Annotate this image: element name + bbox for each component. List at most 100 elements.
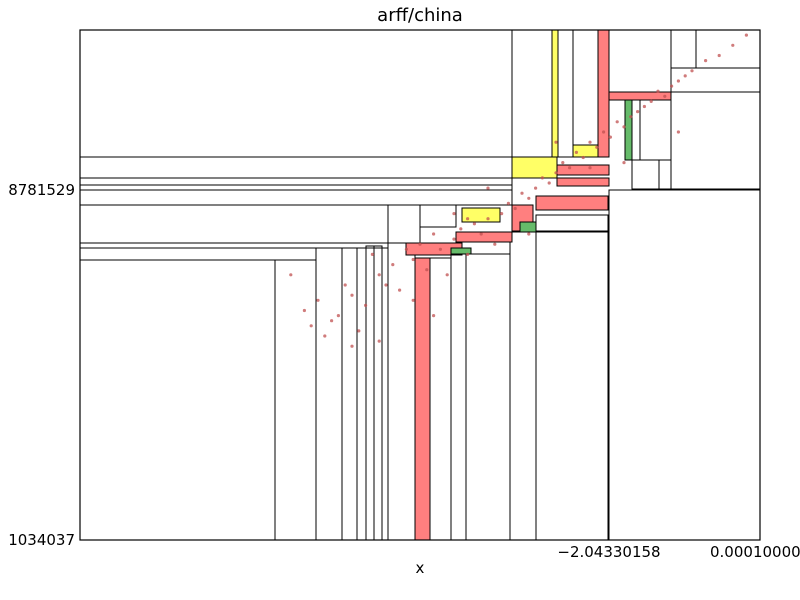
partition-cell (631, 99, 641, 161)
data-point (479, 232, 483, 236)
data-point (731, 43, 735, 47)
data-point (418, 242, 422, 246)
data-point (323, 334, 327, 338)
data-point (656, 89, 660, 93)
partition-cell (365, 245, 375, 541)
partition-cell (387, 204, 421, 244)
data-point (357, 329, 361, 333)
partition-cell (79, 189, 513, 206)
data-point (676, 130, 681, 134)
data-point (500, 212, 504, 216)
partition-cell (695, 29, 761, 69)
partition-cell (608, 189, 761, 541)
partition-regions (79, 29, 761, 541)
data-point (636, 110, 640, 114)
data-point (663, 94, 667, 98)
data-point (302, 308, 306, 313)
partition-cell (511, 29, 553, 158)
data-point (364, 303, 368, 307)
data-point (717, 53, 721, 58)
partition-cell (511, 156, 558, 179)
data-point (425, 268, 429, 272)
partition-cell (535, 214, 609, 232)
data-point (595, 145, 599, 149)
data-point (438, 247, 442, 251)
data-point (554, 140, 558, 144)
data-point (527, 196, 531, 200)
data-point (683, 74, 687, 78)
partition-cell (414, 257, 431, 541)
x-axis-label: x (416, 559, 425, 577)
data-point (391, 263, 395, 267)
partition-cell (79, 204, 389, 244)
data-point (506, 201, 510, 205)
partition-cell (608, 29, 672, 93)
data-point (445, 273, 449, 277)
partition-cell (557, 29, 574, 158)
chart-title: arff/china (377, 5, 463, 26)
x-tick-label: −2.04330158 (557, 543, 660, 561)
partition-cell (670, 29, 697, 69)
data-point (670, 84, 674, 88)
partition-cell (387, 242, 416, 541)
data-point (676, 79, 681, 83)
plot-frame (79, 29, 761, 541)
partition-cell (79, 259, 276, 541)
data-point (377, 339, 381, 343)
data-point (642, 104, 647, 109)
partition-cell (519, 221, 537, 233)
data-point (649, 99, 653, 103)
partition-cell (79, 184, 513, 191)
partition-cell (465, 253, 511, 541)
partition-cell (79, 177, 513, 186)
data-point (398, 288, 402, 292)
partition-cell (509, 231, 537, 541)
partition-cell (79, 242, 389, 249)
partition-cell (79, 247, 317, 261)
partition-cell (79, 156, 513, 179)
data-point (370, 252, 374, 256)
data-point (704, 59, 708, 63)
data-point (554, 171, 558, 175)
partition-cell (556, 177, 610, 187)
data-point (608, 135, 613, 139)
data-point (602, 130, 606, 134)
partition-cell (315, 247, 343, 541)
data-point (486, 217, 490, 221)
data-point (411, 298, 415, 302)
data-points (289, 33, 749, 348)
data-point (744, 33, 749, 37)
data-point (309, 324, 313, 328)
partition-cell (79, 29, 513, 158)
y-tick-label: 8781529 (8, 181, 75, 199)
data-point (622, 161, 626, 165)
data-point (459, 227, 463, 231)
partition-cell (670, 91, 761, 190)
partition-cell (551, 29, 559, 158)
data-point (568, 166, 572, 170)
partition-cell (450, 253, 467, 541)
data-point (411, 257, 415, 262)
partition-cell (535, 195, 609, 211)
data-point (513, 206, 517, 211)
data-point (493, 242, 497, 246)
data-point (615, 120, 619, 124)
partition-cell (373, 245, 383, 541)
data-point (472, 222, 476, 226)
partition-cell (608, 91, 672, 101)
partition-cell (624, 99, 633, 161)
data-point (629, 115, 633, 119)
data-point (289, 273, 293, 277)
data-point (690, 69, 694, 73)
partition-cell (658, 159, 672, 190)
data-point (432, 314, 436, 318)
y-tick-label: 1034037 (8, 531, 75, 549)
partition-cell (455, 231, 513, 243)
partition-cell (461, 207, 501, 223)
data-point (316, 298, 320, 302)
data-point (547, 181, 551, 185)
partition-cell (572, 29, 599, 158)
data-point (540, 176, 545, 180)
partition-cell (356, 247, 367, 541)
